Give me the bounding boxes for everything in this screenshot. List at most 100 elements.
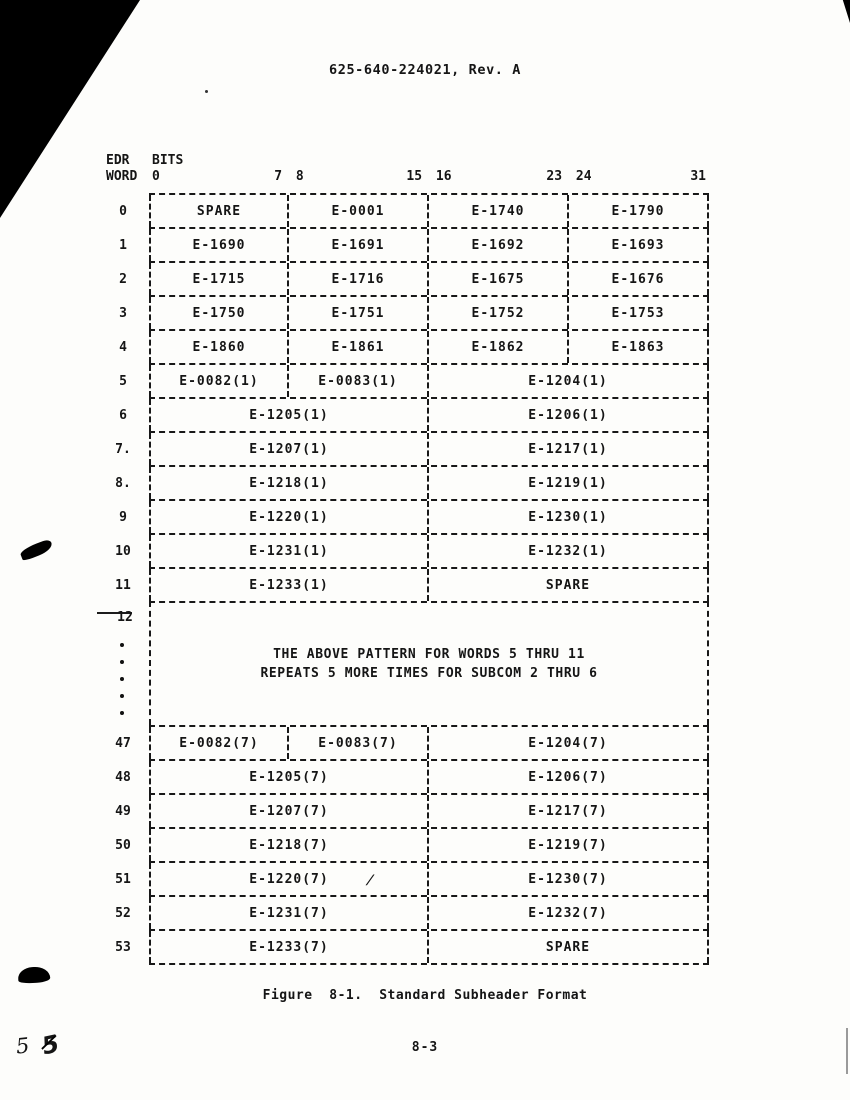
table-cell: E-1690 xyxy=(149,229,289,261)
table-cell: E-1217(7) xyxy=(429,795,709,827)
table-cell: E-1692 xyxy=(429,229,569,261)
row-label: 48 xyxy=(115,769,131,785)
edr-label: EDR xyxy=(106,153,130,168)
table-cell: E-1676 xyxy=(569,263,709,295)
ellipsis-dot xyxy=(120,677,124,681)
row-label: 10 xyxy=(115,543,131,559)
table-row: 7. E-1207(1) E-1217(1) xyxy=(115,431,709,465)
table-row: 53 E-1233(7) SPARE xyxy=(115,929,709,963)
ellipsis-dot xyxy=(120,694,124,698)
table-cell: E-1218(1) xyxy=(149,467,429,499)
table-bottom-rule xyxy=(149,963,709,965)
table-cell: E-1675 xyxy=(429,263,569,295)
table-row: 9 E-1220(1) E-1230(1) xyxy=(119,499,709,533)
table-cell: E-1751 xyxy=(289,297,429,329)
table-cell: E-1750 xyxy=(149,297,289,329)
bits-label: BITS xyxy=(152,153,184,168)
ellipsis-dot xyxy=(120,660,124,664)
row-label: 6 xyxy=(119,407,127,423)
handwritten-mark: 5 5 xyxy=(14,1029,60,1061)
table-cell: E-1220(7) xyxy=(149,863,429,895)
row-label: 47 xyxy=(115,735,131,751)
row-label: 9 xyxy=(119,509,127,525)
table-cell: E-1231(7) xyxy=(149,897,429,929)
row-label: 53 xyxy=(115,939,131,955)
table-cell: E-1230(7) xyxy=(429,863,709,895)
top-right-corner-artifact xyxy=(842,0,850,23)
row-label: 7. xyxy=(115,441,131,457)
table-cell: E-1233(7) xyxy=(149,931,429,963)
table-row: 5 E-0082(1) E-0083(1) E-1204(1) xyxy=(119,363,709,397)
table-cell: E-1716 xyxy=(289,263,429,295)
table-cell: E-1693 xyxy=(569,229,709,261)
edr-word-header: EDR WORD xyxy=(106,153,150,185)
table-cell: E-1861 xyxy=(289,331,429,363)
table-cell: E-1232(1) xyxy=(429,535,709,567)
row-label: 0 xyxy=(119,203,127,219)
row-label: 49 xyxy=(115,803,131,819)
table-cell: E-1862 xyxy=(429,331,569,363)
table-cell: E-1740 xyxy=(429,195,569,227)
table-cell: E-1220(1) xyxy=(149,501,429,533)
table-cell: E-1230(1) xyxy=(429,501,709,533)
row-label: 4 xyxy=(119,339,127,355)
bit-tick: 15 16 xyxy=(406,169,452,184)
stray-dot-artifact xyxy=(205,90,208,93)
table-cell: E-0083(7) xyxy=(289,727,429,759)
document-title: 625-640-224021, Rev. A xyxy=(328,62,521,78)
bit-tick: 23 24 xyxy=(546,169,592,184)
ink-blob-artifact xyxy=(18,538,55,562)
figure-caption: Figure 8-1. Standard Subheader Format xyxy=(262,988,588,1003)
table-cell: E-0082(7) xyxy=(149,727,289,759)
word-label: WORD xyxy=(106,169,138,184)
row-label: 12 xyxy=(117,610,133,625)
table-cell: E-1232(7) xyxy=(429,897,709,929)
table-cell: E-0083(1) xyxy=(289,365,429,397)
table-row: 50 E-1218(7) E-1219(7) xyxy=(115,827,709,861)
bit-tick: 7 8 xyxy=(274,169,304,184)
table-cell: E-1691 xyxy=(289,229,429,261)
table-row: 3 E-1750 E-1751 E-1752 E-1753 xyxy=(119,295,709,329)
bit-tick: 31 xyxy=(690,169,706,184)
subheader-table: 0 SPARE E-0001 E-1740 E-1790 1 E-1690 E-1691 E-1… xyxy=(115,193,709,965)
table-cell: SPARE xyxy=(429,569,709,601)
table-cell: E-0082(1) xyxy=(149,365,289,397)
handwritten-digit: 5 xyxy=(14,1033,31,1059)
table-cell: E-1217(1) xyxy=(429,433,709,465)
bit-ticks: 0 7 8 15 16 23 24 31 xyxy=(149,169,709,185)
table-row: 51 E-1220(7) E-1230(7) xyxy=(115,861,709,895)
table-cell: E-1218(7) xyxy=(149,829,429,861)
table-row: 2 E-1715 E-1716 E-1675 E-1676 xyxy=(119,261,709,295)
ellipsis-dots xyxy=(120,643,124,715)
table-cell: E-1752 xyxy=(429,297,569,329)
ellipsis-dot xyxy=(120,643,124,647)
row-label: 51 xyxy=(115,871,131,887)
bit-tick: 0 xyxy=(152,169,160,184)
table-row: 0 SPARE E-0001 E-1740 E-1790 xyxy=(119,193,709,227)
row-label: 8. xyxy=(115,475,131,491)
note-line: REPEATS 5 MORE TIMES FOR SUBCOM 2 THRU 6 xyxy=(260,666,598,681)
table-cell: E-0001 xyxy=(289,195,429,227)
row-label: 2 xyxy=(119,271,127,287)
table-cell: E-1206(7) xyxy=(429,761,709,793)
table-row: 8. E-1218(1) E-1219(1) xyxy=(115,465,709,499)
table-row: 4 E-1860 E-1861 E-1862 E-1863 xyxy=(119,329,709,363)
table-row: 6 E-1205(1) E-1206(1) xyxy=(119,397,709,431)
page-corner-fold-artifact xyxy=(0,0,140,218)
table-cell: E-1790 xyxy=(569,195,709,227)
table-cell: E-1219(7) xyxy=(429,829,709,861)
ink-blob-artifact xyxy=(17,965,51,985)
table-cell: E-1205(7) xyxy=(149,761,429,793)
row-label: 3 xyxy=(119,305,127,321)
page-number: 8-3 xyxy=(411,1040,439,1055)
table-cell: E-1219(1) xyxy=(429,467,709,499)
table-row: 49 E-1207(7) E-1217(7) xyxy=(115,793,709,827)
table-row: 10 E-1231(1) E-1232(1) xyxy=(115,533,709,567)
handwritten-digit: 5 xyxy=(41,1029,60,1061)
table-cell: E-1231(1) xyxy=(149,535,429,567)
row-label: 50 xyxy=(115,837,131,853)
table-row: 47 E-0082(7) E-0083(7) E-1204(7) xyxy=(115,725,709,759)
table-cell: E-1206(1) xyxy=(429,399,709,431)
table-cell: E-1207(1) xyxy=(149,433,429,465)
